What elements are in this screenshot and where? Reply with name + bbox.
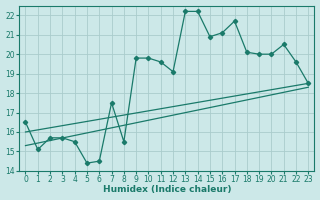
X-axis label: Humidex (Indice chaleur): Humidex (Indice chaleur) bbox=[103, 185, 231, 194]
